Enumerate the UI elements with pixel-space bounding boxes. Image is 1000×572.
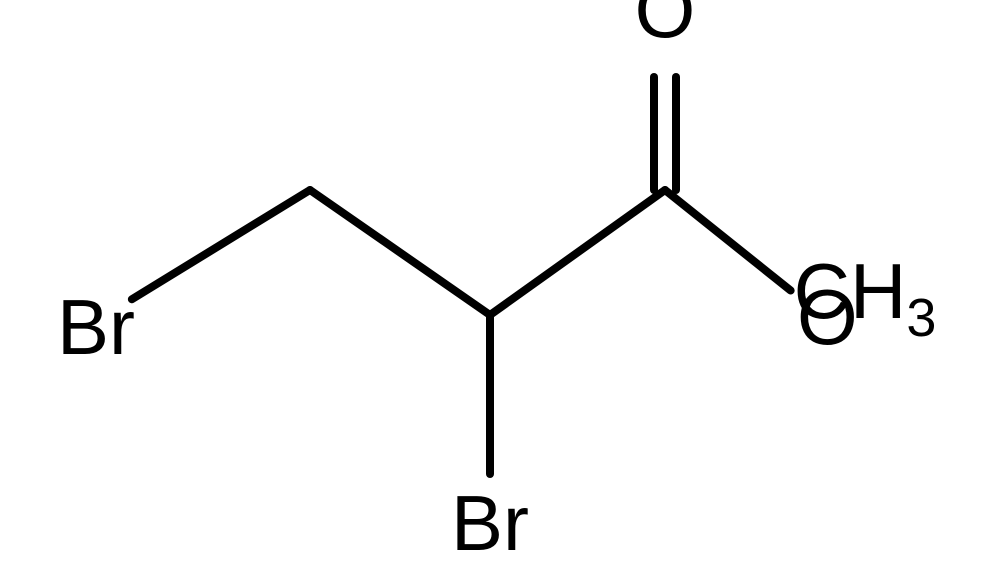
atom-label-ch3: CH3 — [794, 247, 937, 348]
bonds-group — [132, 77, 791, 474]
molecule-diagram: BrBrOOCH3 — [0, 0, 1000, 572]
bond — [490, 190, 665, 315]
atom-label-br1: Br — [57, 283, 135, 371]
atom-label-br2: Br — [451, 479, 529, 567]
bond — [132, 190, 310, 299]
bond — [665, 190, 791, 291]
atom-labels-group: BrBrOOCH3 — [57, 0, 936, 567]
atom-label-o_dbl: O — [635, 0, 696, 54]
bond — [310, 190, 490, 315]
